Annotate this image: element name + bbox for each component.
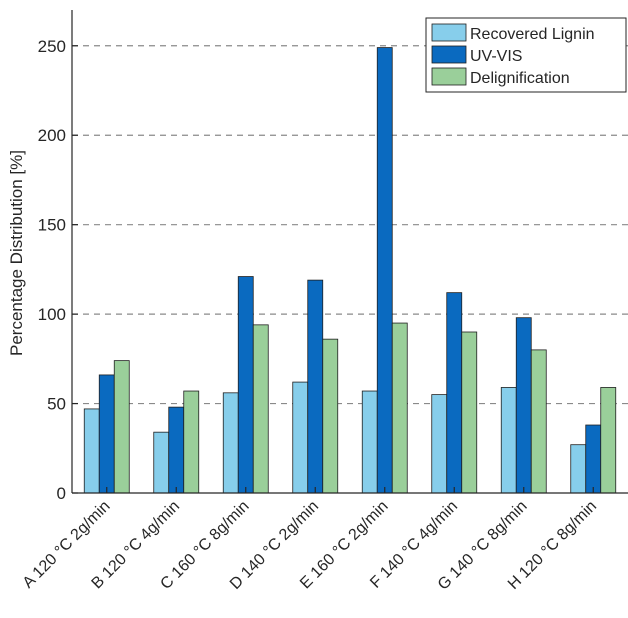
bar-delignification-6 [530, 349, 547, 494]
legend-label-0: Recovered Lignin [470, 26, 595, 43]
bar-delignification-1 [183, 390, 200, 494]
legend-swatch-1 [431, 45, 467, 64]
y-axis-title: Percentage Distribution [%] [7, 150, 26, 356]
bar-delignification-3 [322, 338, 339, 494]
bar-recovered-lignin-6 [500, 387, 517, 494]
bar-delignification-5 [461, 331, 478, 494]
bar-recovered-lignin-4 [361, 390, 378, 494]
y-tick-label-250: 250 [38, 37, 66, 56]
bar-recovered-lignin-2 [222, 392, 239, 494]
bar-delignification-0 [113, 360, 130, 494]
bar-recovered-lignin-7 [570, 444, 587, 494]
bar-delignification-2 [252, 324, 269, 494]
y-tick-label-100: 100 [38, 305, 66, 324]
y-tick-label-0: 0 [57, 484, 66, 503]
bars [83, 47, 617, 494]
bar-uv-vis-6 [515, 317, 532, 494]
bar-uv-vis-3 [307, 279, 324, 494]
bar-recovered-lignin-5 [431, 394, 448, 494]
bar-recovered-lignin-0 [83, 408, 100, 494]
y-tick-label-200: 200 [38, 126, 66, 145]
legend-swatch-0 [431, 23, 467, 42]
legend-swatch-2 [431, 67, 467, 86]
bar-uv-vis-2 [237, 276, 254, 494]
bar-recovered-lignin-1 [153, 431, 170, 494]
bar-uv-vis-7 [585, 424, 602, 494]
legend-label-2: Delignification [470, 70, 570, 87]
bar-delignification-7 [600, 387, 617, 494]
bar-recovered-lignin-3 [292, 381, 309, 494]
bar-uv-vis-5 [446, 292, 463, 494]
bar-uv-vis-4 [376, 47, 393, 494]
bar-uv-vis-1 [168, 406, 185, 494]
y-tick-label-50: 50 [47, 395, 66, 414]
legend-label-1: UV-VIS [470, 48, 522, 65]
y-tick-label-150: 150 [38, 216, 66, 235]
bar-delignification-4 [391, 322, 408, 494]
legend: Recovered Lignin UV-VIS Delignification [425, 17, 627, 93]
bar-uv-vis-0 [98, 374, 115, 494]
